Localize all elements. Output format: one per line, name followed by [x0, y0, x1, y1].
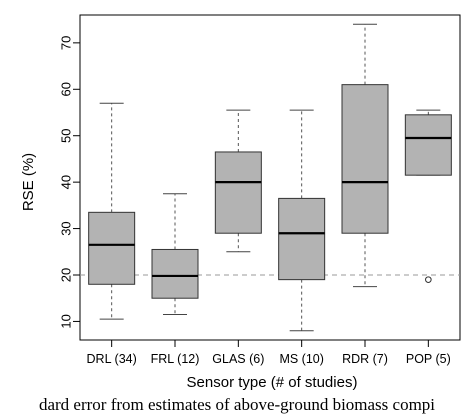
y-tick-label: 40	[59, 175, 74, 189]
x-tick-label: MS (10)	[279, 352, 323, 366]
outlier-point	[425, 276, 432, 283]
y-axis-title: RSE (%)	[20, 153, 37, 211]
x-tick-label: RDR (7)	[342, 352, 388, 366]
x-tick-label: DRL (34)	[87, 352, 137, 366]
figure-caption: dard error from estimates of above-groun…	[38, 395, 436, 414]
y-tick-label: 60	[59, 82, 74, 96]
x-axis-title: Sensor type (# of studies)	[187, 374, 358, 391]
box-iqr	[151, 248, 199, 299]
box-iqr	[341, 84, 389, 234]
box-rdr	[341, 23, 389, 288]
box-drl	[88, 102, 136, 320]
x-tick-label: GLAS (6)	[212, 352, 264, 366]
box-plot-chart: 10 20 30 40 50 60 70 DRL (34) FRL (12) GLAS (6) M…	[20, 14, 461, 391]
box-iqr	[404, 114, 452, 176]
box-pop	[404, 109, 452, 283]
x-tick-label: POP (5)	[406, 352, 451, 366]
box-ms	[278, 109, 326, 332]
box-glas	[214, 109, 262, 253]
y-tick-label: 20	[59, 268, 74, 282]
box-frl	[151, 193, 199, 315]
y-tick-label: 50	[59, 128, 74, 142]
y-tick-label: 10	[59, 314, 74, 328]
plot-frame	[79, 14, 461, 341]
y-tick-label: 30	[59, 221, 74, 235]
y-tick-label: 70	[59, 36, 74, 50]
box-iqr	[278, 197, 326, 281]
x-tick-label: FRL (12)	[151, 352, 200, 366]
box-iqr	[214, 151, 262, 234]
box-iqr	[88, 211, 136, 285]
